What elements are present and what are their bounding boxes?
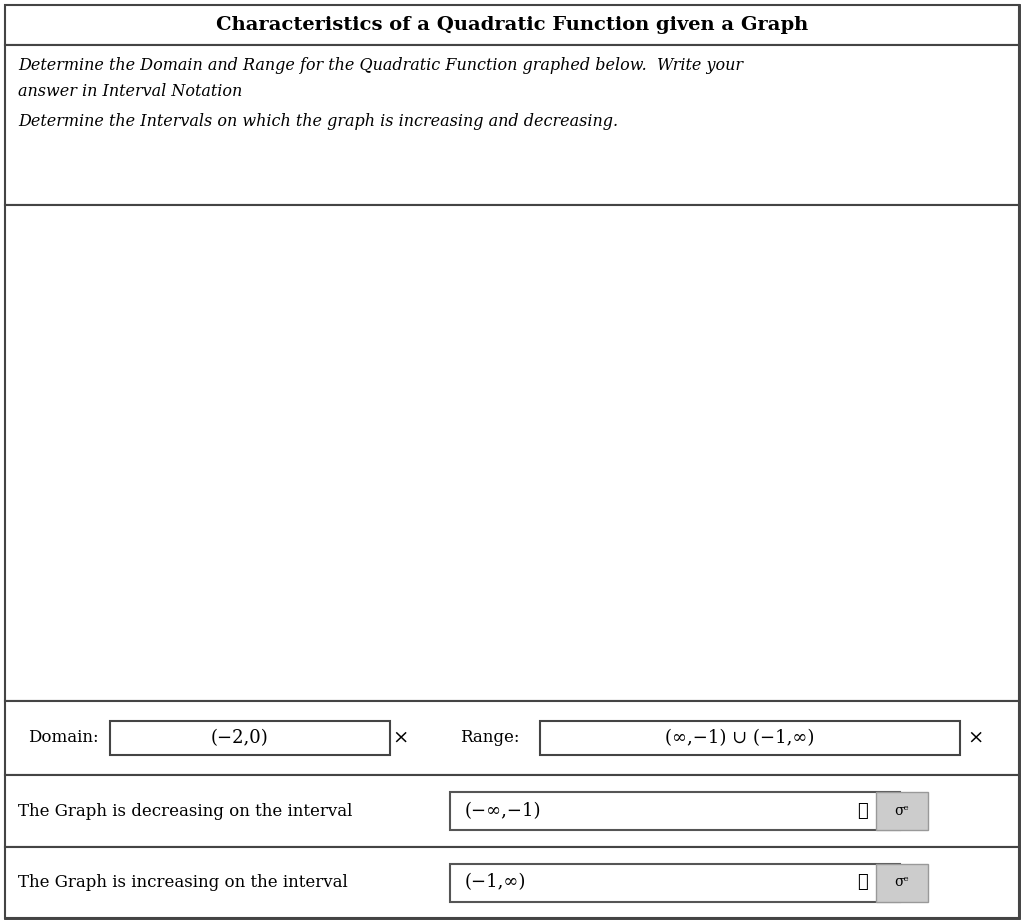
Text: ×: × <box>967 729 983 747</box>
Text: Q: Q <box>959 669 970 683</box>
Text: (−1,∞): (−1,∞) <box>465 873 526 892</box>
Text: ✓: ✓ <box>857 802 867 820</box>
Text: Characteristics of a Quadratic Function given a Graph: Characteristics of a Quadratic Function … <box>216 16 808 34</box>
Bar <box>876 792 928 830</box>
Text: Domain:: Domain: <box>28 729 98 747</box>
Bar <box>5 205 1019 701</box>
Text: ✓: ✓ <box>857 873 867 892</box>
Bar <box>110 721 390 755</box>
Text: y: y <box>579 220 589 238</box>
Text: Range:: Range: <box>460 729 519 747</box>
Text: Determine the Domain and Range for the Quadratic Function graphed below.  Write : Determine the Domain and Range for the Q… <box>18 57 743 74</box>
Text: σᵉ: σᵉ <box>895 804 909 818</box>
Text: σᵉ: σᵉ <box>895 876 909 890</box>
Text: (∞,−1) ∪ (−1,∞): (∞,−1) ∪ (−1,∞) <box>666 729 815 747</box>
Text: ×: × <box>392 729 409 747</box>
Bar <box>540 721 961 755</box>
Bar <box>450 864 900 902</box>
Bar <box>876 864 928 902</box>
Text: Determine the Intervals on which the graph is increasing and decreasing.: Determine the Intervals on which the gra… <box>18 113 618 130</box>
Bar <box>5 847 1019 918</box>
Bar <box>5 775 1019 847</box>
Text: (−∞,−1): (−∞,−1) <box>465 802 542 820</box>
Text: The Graph is increasing on the interval: The Graph is increasing on the interval <box>18 874 348 891</box>
Bar <box>5 5 1019 45</box>
Text: answer in Interval Notation: answer in Interval Notation <box>18 83 243 100</box>
Text: (−2,0): (−2,0) <box>211 729 269 747</box>
Text: The Graph is decreasing on the interval: The Graph is decreasing on the interval <box>18 802 352 820</box>
Bar <box>5 701 1019 775</box>
Bar <box>5 45 1019 205</box>
Bar <box>450 792 900 830</box>
Text: x: x <box>972 414 981 433</box>
